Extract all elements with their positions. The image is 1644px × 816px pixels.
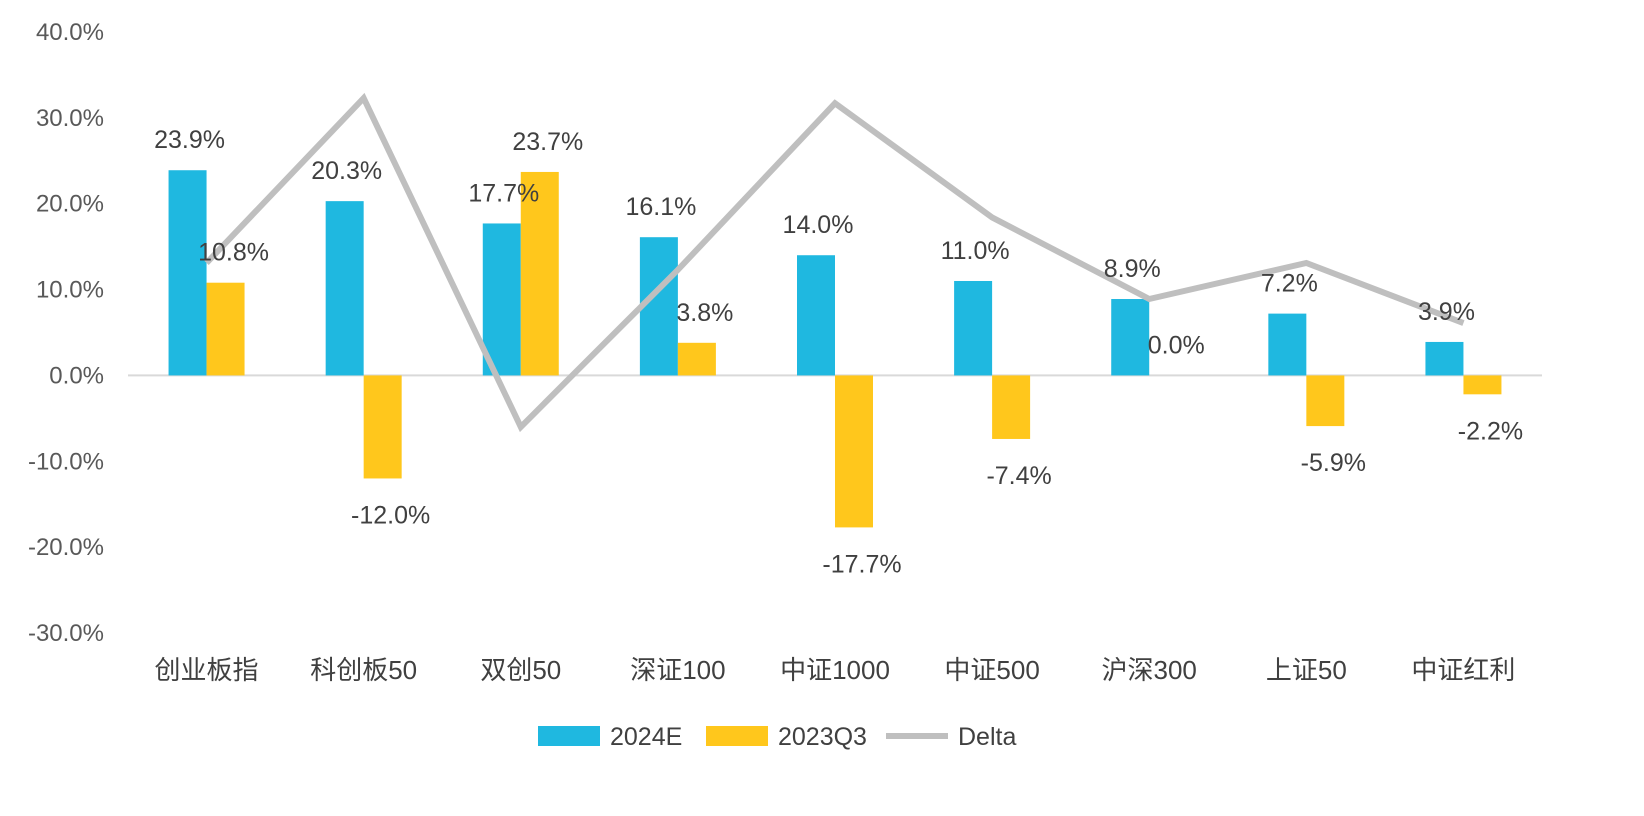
data-label-2023q3: 23.7% (512, 128, 583, 156)
bar-2023q3 (835, 375, 873, 528)
data-label-2024e: 23.9% (154, 126, 225, 154)
y-axis: -30.0% -20.0% -10.0% 0.0% 10.0% 20.0% 30.0% 40.… (28, 19, 104, 647)
bar-2024e (168, 170, 207, 376)
x-axis: 创业板指 科创板50 双创50 深证100 中证1000 中证500 沪深300 上证50 中证… (155, 655, 1516, 685)
y-tick-label: 0.0% (49, 362, 104, 389)
category-label: 沪深300 (1102, 655, 1197, 685)
y-tick-label: 30.0% (36, 105, 104, 132)
bar-2024e (325, 201, 364, 376)
data-label-2023q3: -7.4% (986, 462, 1051, 490)
bar-2024e (1111, 299, 1150, 376)
category-label: 中证500 (944, 655, 1039, 685)
legend-label: Delta (958, 723, 1016, 751)
data-labels: 23.9% 20.3% 17.7% 16.1% 14.0% 11.0% 8.9% 7.2% 3.… (154, 126, 1523, 578)
category-label: 上证50 (1266, 655, 1347, 685)
y-tick-label: 20.0% (36, 191, 104, 218)
y-tick-label: 40.0% (36, 19, 104, 46)
data-label-2023q3: -5.9% (1301, 449, 1366, 477)
data-label-2023q3: -2.2% (1458, 417, 1523, 445)
bar-2023q3 (520, 171, 559, 376)
data-label-2024e: 17.7% (468, 179, 539, 207)
bar-2024e (639, 237, 678, 376)
category-label: 中证红利 (1411, 655, 1515, 685)
data-label-2024e: 7.2% (1261, 270, 1318, 298)
data-label-2024e: 14.0% (783, 211, 854, 239)
data-label-2024e: 3.9% (1418, 298, 1475, 326)
data-label-2024e: 20.3% (311, 157, 382, 185)
data-label-2023q3: 0.0% (1148, 331, 1205, 359)
category-label: 创业板指 (155, 655, 259, 685)
bar-2024e (482, 223, 521, 376)
category-label: 中证1000 (780, 655, 890, 685)
bar-2023q3 (1463, 375, 1502, 395)
bar-2023q3 (206, 282, 245, 376)
legend: 2024E 2023Q3 Delta (538, 723, 1016, 751)
delta-series (204, 92, 1465, 433)
delta-line (204, 92, 1465, 433)
bar-2023q3 (992, 375, 1031, 439)
data-label-2023q3: -17.7% (822, 550, 901, 578)
legend-label: 2024E (610, 723, 682, 751)
category-label: 科创板50 (310, 655, 417, 685)
bars (168, 170, 1502, 528)
bar-2024e (1268, 313, 1307, 376)
legend-swatch-2024e (538, 726, 600, 746)
bar-2024e (954, 280, 993, 376)
bar-2024e (1425, 341, 1464, 376)
bar-2024e (797, 255, 835, 376)
y-tick-label: -30.0% (28, 620, 104, 647)
data-label-2024e: 16.1% (625, 193, 696, 221)
y-tick-label: -20.0% (28, 534, 104, 561)
data-label-2023q3: 3.8% (676, 299, 733, 327)
bar-2023q3 (363, 375, 402, 479)
bar-2023q3 (1306, 375, 1345, 427)
bar-2023q3 (677, 342, 716, 376)
category-label: 深证100 (630, 655, 725, 685)
y-tick-label: -10.0% (28, 448, 104, 475)
data-label-2023q3: -12.0% (351, 501, 430, 529)
category-label: 双创50 (480, 655, 561, 685)
data-label-2023q3: 10.8% (198, 239, 269, 267)
data-label-2024e: 11.0% (941, 237, 1010, 265)
legend-swatch-2023q3 (706, 726, 768, 746)
y-tick-label: 10.0% (36, 277, 104, 304)
legend-label: 2023Q3 (778, 723, 867, 751)
data-label-2024e: 8.9% (1104, 255, 1161, 283)
